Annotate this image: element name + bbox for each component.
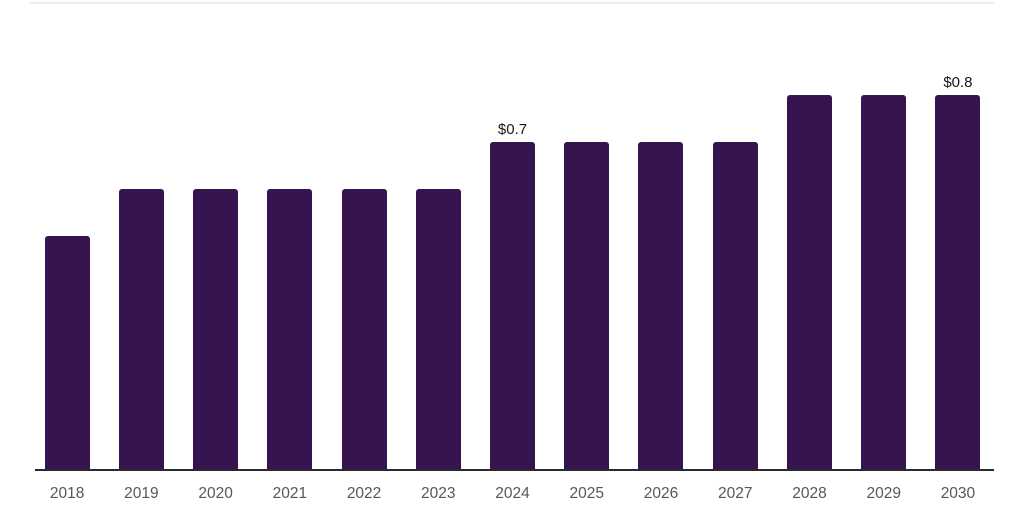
bar-slot: [253, 0, 327, 470]
bars-container: $0.7 $0.8: [30, 0, 995, 470]
x-tick-label-2023: 2023: [421, 485, 456, 502]
bar-slot: [772, 0, 846, 470]
x-tick-label-2025: 2025: [569, 485, 604, 502]
bar-2026: [638, 142, 684, 470]
bar-slot: [550, 0, 624, 470]
bar-value-label: $0.8: [943, 74, 973, 91]
bar-slot: [624, 0, 698, 470]
x-tick-label-2027: 2027: [717, 485, 753, 502]
x-tick-label-2028: 2028: [792, 485, 827, 502]
top-border-line: [30, 2, 994, 4]
bar-slot: [178, 0, 252, 470]
x-tick-label-2024: 2024: [495, 485, 530, 502]
x-axis-line: [35, 469, 994, 471]
bar-2022: [341, 189, 387, 470]
bar-2023: [415, 189, 461, 470]
bar-2020: [193, 189, 239, 470]
bar-2025: [564, 142, 610, 470]
x-tick-label-2026: 2026: [643, 485, 679, 502]
x-tick-label-2021: 2021: [272, 485, 308, 502]
x-tick-label-2030: 2030: [940, 485, 976, 502]
bar-2027: [712, 142, 758, 470]
x-axis-labels: 2018 2019 2020 2021 2022 2023 2024 2025 2026 2027…: [30, 485, 995, 502]
bar-2029: [861, 95, 907, 470]
x-tick-label-2019: 2019: [124, 485, 159, 502]
bar-slot: [401, 0, 475, 470]
bar-slot: [847, 0, 921, 470]
x-tick-label-2029: 2029: [866, 485, 901, 502]
bar-2024: [490, 142, 536, 470]
bar-slot: $0.7: [475, 0, 549, 470]
x-tick-label-2022: 2022: [346, 485, 382, 502]
bar-2021: [267, 189, 313, 470]
bar-2030: [935, 95, 981, 470]
bar-2019: [118, 189, 164, 470]
x-tick-label-2020: 2020: [198, 485, 233, 502]
bar-2028: [786, 95, 832, 470]
bar-slot: $0.8: [921, 0, 995, 470]
bar-slot: [30, 0, 104, 470]
bar-slot: [698, 0, 772, 470]
bar-slot: [104, 0, 178, 470]
bar-value-label: $0.7: [497, 121, 528, 138]
bar-slot: [327, 0, 401, 470]
x-tick-label-2018: 2018: [49, 485, 85, 502]
bar-2018: [44, 236, 90, 470]
